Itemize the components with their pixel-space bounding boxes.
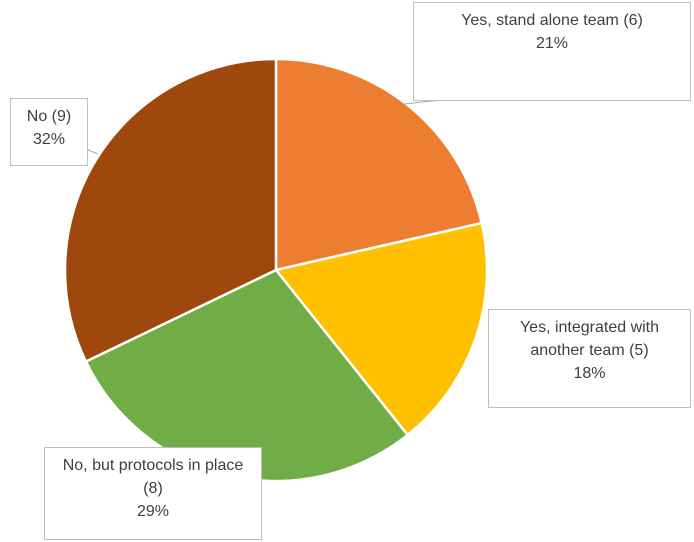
pie-slices	[63, 57, 489, 483]
slice-label-no: No (9) 32%	[10, 98, 88, 166]
leader-line-4	[87, 149, 99, 155]
pie-slice-1	[274, 57, 484, 272]
pie-slice-2	[273, 221, 489, 437]
slice-label-text: Yes, integrated with another team (5)	[519, 319, 660, 359]
slice-label-yes-stand-alone-team: Yes, stand alone team (6) 21%	[413, 2, 691, 101]
slice-percent: 32%	[32, 131, 66, 148]
pie-slice-4	[63, 57, 278, 364]
slice-label-yes-integrated: Yes, integrated with another team (5) 18…	[488, 309, 691, 408]
slice-percent: 18%	[573, 365, 606, 382]
slice-percent: 29%	[136, 503, 170, 520]
slice-label-no-but-protocols: No, but protocols in place (8) 29%	[44, 447, 262, 540]
slice-label-text: No, but protocols in place (8)	[62, 457, 244, 497]
slice-label-text: Yes, stand alone team (6)	[461, 12, 643, 29]
slice-percent: 21%	[535, 35, 569, 52]
slice-label-text: No (9)	[26, 108, 72, 125]
